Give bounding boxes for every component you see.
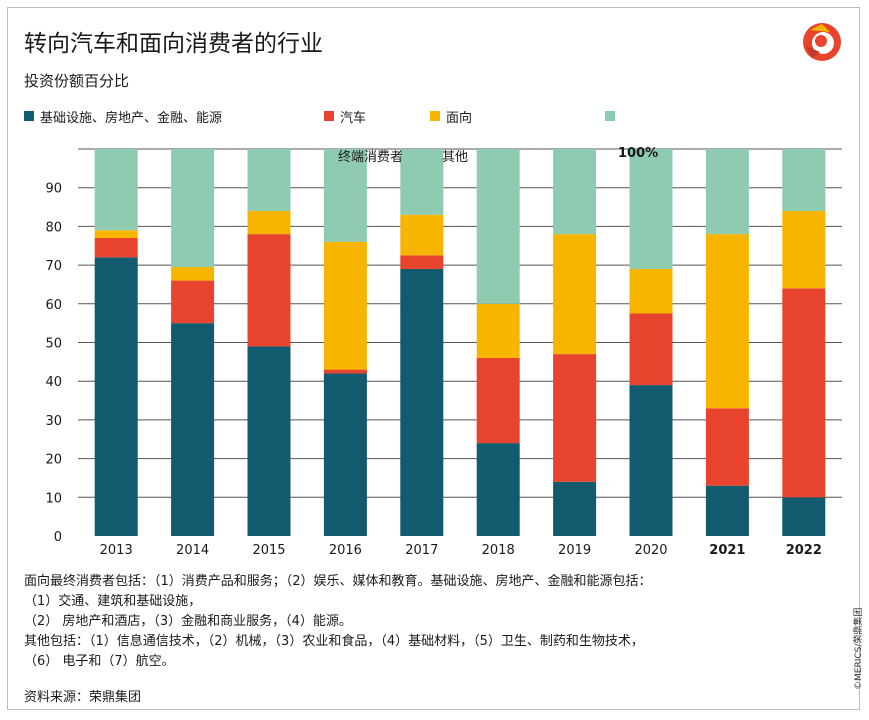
bar-segment: [171, 149, 215, 268]
bar-segment: [94, 230, 138, 239]
x-tick-label: 2014: [176, 543, 209, 558]
merics-logo-icon: [803, 23, 841, 61]
x-tick-label: 2013: [100, 543, 133, 558]
bar-segment: [553, 149, 597, 235]
bar-segment: [705, 485, 749, 536]
note-line: （6） 电子和（7）航空。: [24, 654, 175, 669]
bar-segment: [629, 385, 673, 536]
x-tick-label: 2017: [405, 543, 438, 558]
bar-segment: [400, 214, 444, 256]
bar-segment: [476, 149, 520, 304]
bar-segment: [247, 346, 291, 536]
note-line: （2） 房地产和酒店，（3）金融和商业服务，（4）能源。: [24, 614, 352, 629]
y-tick-label: 20: [45, 453, 62, 468]
bar-segment: [171, 267, 215, 281]
chart-subtitle: 投资份额百分比: [24, 72, 130, 90]
legend-swatch: [324, 111, 334, 121]
bar-segment: [247, 210, 291, 235]
bar-segment: [94, 257, 138, 536]
bar-segment: [247, 149, 291, 211]
bar-segment: [629, 149, 673, 269]
y-tick-label: 40: [45, 375, 62, 390]
bar-segment: [400, 268, 444, 536]
bar-segment: [171, 323, 215, 536]
bar-segment: [629, 268, 673, 314]
y-tick-label: 80: [45, 220, 62, 235]
bar-segment: [94, 238, 138, 258]
chart-title: 转向汽车和面向消费者的行业: [24, 31, 323, 57]
x-tick-label: 2020: [634, 543, 667, 558]
x-tick-label: 2018: [482, 543, 515, 558]
chart-frame: [7, 7, 860, 710]
bar-segment: [400, 149, 444, 215]
bar-segment: [553, 354, 597, 482]
bar-segment: [476, 303, 520, 358]
bar-segment: [400, 255, 444, 269]
x-tick-label: 2021: [709, 543, 745, 558]
bar-segment: [553, 234, 597, 355]
legend-swatch: [430, 111, 440, 121]
y-tick-label: 90: [45, 182, 62, 197]
y-tick-label: 70: [45, 259, 62, 274]
legend-overflow-text-2: 其他: [442, 150, 469, 165]
legend-overflow-text-1: 终端消费者: [338, 150, 404, 165]
bar-segment: [171, 280, 215, 324]
note-line: 其他包括：（1）信息通信技术，（2）机械，（3）农业和食品，（4）基础材料，（5…: [24, 634, 644, 649]
legend-label: 汽车: [340, 111, 367, 126]
legend-overflow-text-3: 100%: [618, 146, 659, 161]
x-tick-label: 2019: [558, 543, 591, 558]
bar-segment: [705, 149, 749, 235]
bar-segment: [629, 313, 673, 386]
bar-segment: [705, 234, 749, 409]
bar-segment: [323, 149, 367, 242]
bar-segment: [476, 443, 520, 536]
x-tick-label: 2022: [786, 543, 822, 558]
y-tick-label: 30: [45, 414, 62, 429]
bar-segment: [782, 149, 826, 211]
legend-swatch: [24, 111, 34, 121]
stacked-bar-chart: 0 10 20 30 40 50 60 70 80 90 2013 2014 2015 2016 2017 2…: [45, 148, 842, 558]
bar-segment: [705, 408, 749, 486]
note-line: 面向最终消费者包括：（1）消费产品和服务；（2）娱乐、媒体和教育。基础设施、房地…: [24, 574, 652, 589]
legend-label: 面向: [446, 111, 473, 126]
legend-label: 基础设施、房地产、金融、能源: [40, 111, 223, 126]
chart-source: 资料来源：荣鼎集团: [24, 690, 142, 705]
y-tick-label: 60: [45, 298, 62, 313]
copyright-note: ©MERICS/荣鼎集团: [854, 607, 864, 690]
y-tick-label: 50: [45, 337, 62, 352]
bar-segment: [323, 373, 367, 536]
bar-segment: [247, 234, 291, 347]
bar-segment: [94, 149, 138, 231]
bar-segment: [476, 357, 520, 444]
y-tick-label: 10: [45, 491, 62, 506]
x-tick-label: 2015: [252, 543, 285, 558]
legend-swatch: [605, 111, 615, 121]
bar-segment: [323, 369, 367, 374]
bar-segment: [782, 288, 826, 498]
bar-segment: [782, 497, 826, 536]
y-tick-label: 0: [54, 530, 62, 545]
x-tick-label: 2016: [329, 543, 362, 558]
chart-notes: 面向最终消费者包括：（1）消费产品和服务；（2）娱乐、媒体和教育。基础设施、房地…: [24, 572, 652, 672]
note-line: （1）交通、建筑和基础设施，: [24, 594, 202, 609]
bar-segment: [553, 481, 597, 536]
bar-segment: [782, 210, 826, 289]
bar-segment: [323, 241, 367, 370]
